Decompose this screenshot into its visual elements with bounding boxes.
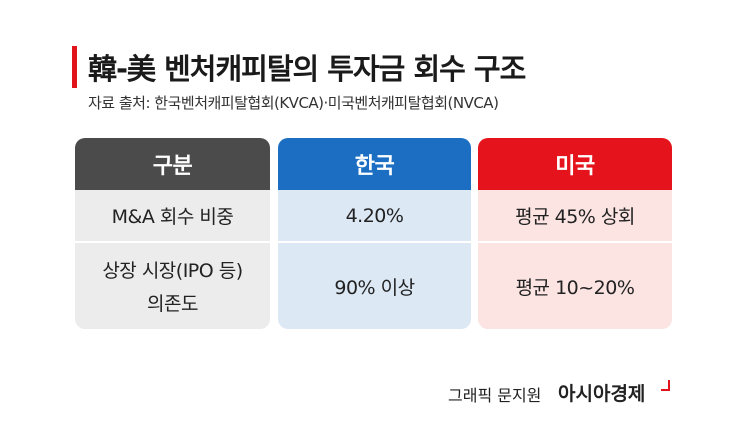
table-cell: 평균 10~20%	[478, 243, 672, 329]
brand-icon	[661, 380, 670, 391]
credit: 그래픽 문지원	[448, 386, 542, 405]
column-header: 미국	[478, 138, 672, 190]
source: 자료 출처: 한국벤처캐피탈협회(KVCA)·미국벤처캐피탈협회(NVCA)	[88, 94, 499, 112]
table-cell: 상장 시장(IPO 등) 의존도	[75, 243, 270, 329]
table-cell: 평균 45% 상회	[478, 190, 672, 242]
table-cell: 90% 이상	[278, 243, 471, 329]
table-cell: M&A 회수 비중	[75, 190, 270, 242]
column-header: 구분	[75, 138, 270, 190]
table-cell: 4.20%	[278, 190, 471, 242]
column-header: 한국	[278, 138, 471, 190]
cell-line: 상장 시장(IPO 등)	[102, 260, 243, 282]
cell-line: 의존도	[147, 293, 198, 315]
title: 韓-美 벤처캐피탈의 투자금 회수 구조	[88, 52, 526, 86]
brand: 아시아경제	[558, 383, 646, 405]
title-accent	[72, 46, 77, 88]
